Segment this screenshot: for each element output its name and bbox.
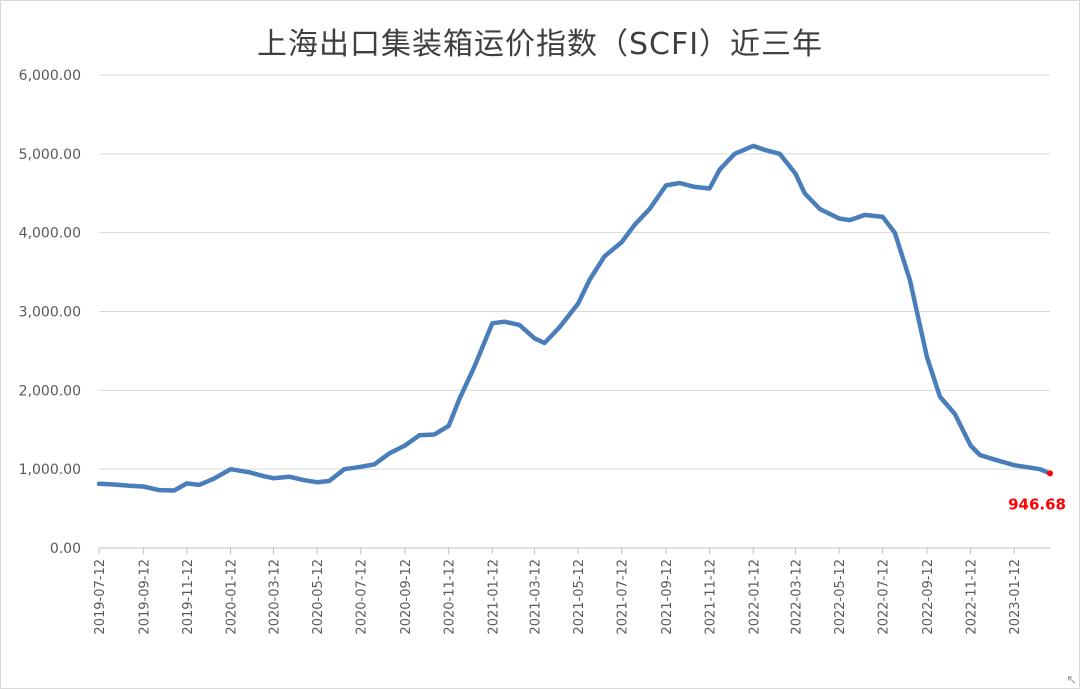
x-tick-label: 2021-09-12 — [660, 559, 675, 635]
x-tick-label: 2020-11-12 — [443, 559, 458, 635]
x-tick-label: 2022-07-12 — [877, 559, 892, 635]
y-tick-label: 3,000.00 — [19, 305, 81, 321]
y-tick-label: 2,000.00 — [19, 383, 81, 399]
x-tick-label: 2020-09-12 — [399, 559, 414, 635]
x-tick-label: 2021-01-12 — [486, 559, 501, 635]
x-tick-label: 2022-03-12 — [789, 559, 804, 635]
series-line — [96, 143, 1053, 493]
x-tick-label: 2022-11-12 — [965, 559, 980, 635]
y-tick-label: 4,000.00 — [19, 226, 81, 242]
y-axis-ticks: 0.00 1,000.00 2,000.00 3,000.00 4,000.00 5,00… — [19, 68, 81, 557]
y-tick-label: 1,000.00 — [19, 462, 81, 478]
x-tick-label: 2019-09-12 — [137, 559, 152, 635]
x-tick-label: 2019-11-12 — [181, 559, 196, 635]
y-tick-label: 6,000.00 — [19, 68, 81, 84]
y-tick-label: 0.00 — [50, 541, 81, 557]
x-tick-label: 2022-09-12 — [921, 559, 936, 635]
x-tick-label: 2020-01-12 — [225, 559, 240, 635]
x-tick-label: 2019-07-12 — [93, 559, 108, 635]
x-tick-label: 2020-03-12 — [267, 559, 282, 635]
x-tick-label: 2021-11-12 — [704, 559, 719, 635]
y-tick-label: 5,000.00 — [19, 147, 81, 163]
last-value-label: 946.68 — [1008, 495, 1066, 513]
x-tick-label: 2021-05-12 — [572, 559, 587, 635]
x-tick-label: 2022-05-12 — [833, 559, 848, 635]
last-data-point — [1047, 470, 1053, 477]
x-tick-label: 2023-01-12 — [1008, 559, 1023, 635]
x-tick-label: 2020-07-12 — [355, 559, 370, 635]
x-tick-label: 2021-07-12 — [616, 559, 631, 635]
x-tick-label: 2022-01-12 — [747, 559, 762, 635]
x-axis-ticks: 2019-07-12 2019-09-12 2019-11-12 2020-01-12… — [93, 548, 1023, 635]
x-tick-label: 2020-05-12 — [311, 559, 326, 635]
resize-corner-icon[interactable]: ↖ — [1066, 673, 1077, 688]
x-tick-label: 2021-03-12 — [528, 559, 543, 635]
series-layer: 946.68 — [96, 143, 1066, 513]
grid-lines — [99, 74, 1050, 549]
chart-title: 上海出口集装箱运价指数（SCFI）近三年 — [256, 27, 824, 62]
